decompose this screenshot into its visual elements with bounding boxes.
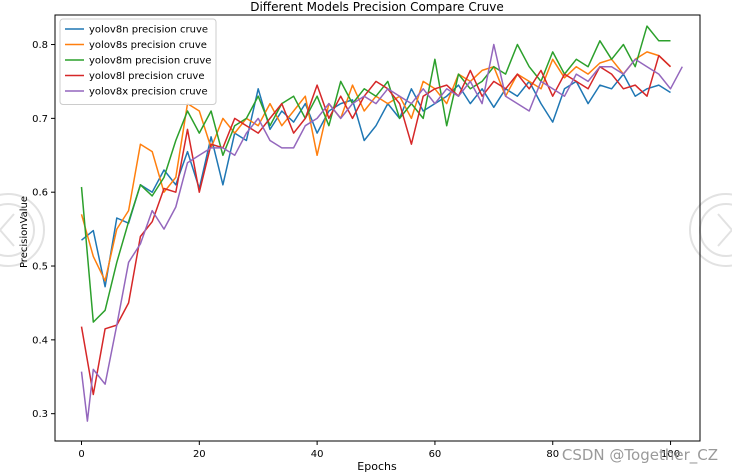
- y-tick-label: 0.8: [32, 40, 48, 51]
- legend-label: yolov8s precision cruve: [89, 40, 207, 51]
- y-axis-label: PrecisionValue: [19, 196, 30, 268]
- series-line-5: [80, 43, 683, 422]
- chart-title: Different Models Precision Compare Cruve: [250, 0, 504, 14]
- x-tick-label: 40: [311, 449, 324, 460]
- legend-label: yolov8n precision cruve: [89, 25, 208, 36]
- series-line-1: [81, 73, 671, 288]
- x-tick-label: 80: [546, 449, 559, 460]
- x-axis-label: Epochs: [357, 460, 397, 472]
- x-tick-label: 100: [661, 449, 680, 460]
- legend: yolov8n precision cruve yolov8s precision…: [59, 18, 217, 105]
- x-tick-label: 60: [429, 449, 442, 460]
- y-tick-label: 0.7: [32, 114, 48, 125]
- y-tick-label: 0.5: [32, 262, 48, 273]
- legend-label: yolov8x precision cruve: [89, 87, 208, 98]
- legend-label: yolov8l precision cruve: [89, 71, 204, 82]
- x-tick-label: 0: [78, 449, 84, 460]
- legend-box: [59, 18, 217, 105]
- plot-frame: [54, 14, 701, 442]
- y-tick-label: 0.3: [32, 409, 48, 420]
- series-line-4: [80, 54, 672, 396]
- y-tick-label: 0.4: [32, 335, 48, 346]
- y-tick-label: 0.6: [32, 188, 48, 199]
- series-line-3: [80, 25, 671, 323]
- watermark-text: CSDN @Together_CZ: [561, 446, 718, 464]
- x-tick-label: 20: [193, 449, 206, 460]
- legend-label: yolov8m precision cruve: [89, 56, 211, 67]
